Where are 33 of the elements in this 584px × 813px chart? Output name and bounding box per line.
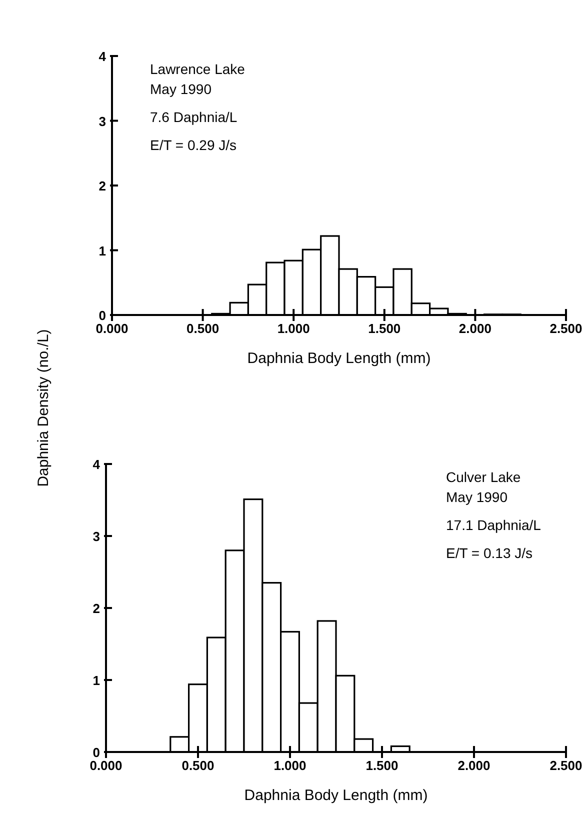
x-tick-label: 1.500 (366, 758, 398, 773)
annotation: May 1990 (150, 81, 212, 97)
annotation: E/T = 0.13 J/s (446, 545, 533, 561)
y-axis-title: Daphnia Density (no./L) (35, 329, 52, 487)
x-tick-label: 2.500 (550, 321, 582, 336)
y-tick-label: 3 (92, 529, 100, 544)
x-tick-label: 0.000 (96, 321, 128, 336)
y-tick-label: 4 (98, 49, 107, 64)
x-tick-label: 2.000 (458, 321, 492, 336)
x-axis-title: Daphnia Body Length (mm) (244, 787, 428, 804)
y-tick-label: 2 (92, 601, 100, 616)
annotation: 17.1 Daphnia/L (446, 517, 542, 533)
x-tick-label: 0.500 (186, 321, 220, 336)
x-tick-label: 0.500 (182, 758, 214, 773)
y-tick-label: 1 (98, 243, 106, 258)
annotation: Culver Lake (446, 469, 521, 485)
y-tick-label: 4 (92, 457, 101, 472)
x-tick-label: 1.500 (368, 321, 401, 336)
annotation: Lawrence Lake (150, 61, 246, 77)
y-tick-label: 2 (98, 178, 106, 194)
annotation: May 1990 (446, 489, 508, 505)
x-axis-title: Daphnia Body Length (mm) (247, 350, 431, 367)
y-tick-label: 0 (98, 308, 106, 323)
y-tick-label: 1 (92, 673, 100, 688)
x-tick-label: 0.000 (90, 758, 122, 773)
x-tick-label: 2.500 (550, 758, 582, 773)
y-tick-label: 3 (98, 114, 106, 129)
y-tick-label: 0 (92, 745, 100, 760)
annotation: 7.6 Daphnia/L (150, 109, 238, 125)
x-tick-label: 2.000 (458, 758, 490, 773)
x-tick-label: 1.000 (274, 758, 306, 773)
annotation: E/T = 0.29 J/s (150, 137, 237, 153)
x-tick-label: 1.000 (277, 321, 310, 336)
